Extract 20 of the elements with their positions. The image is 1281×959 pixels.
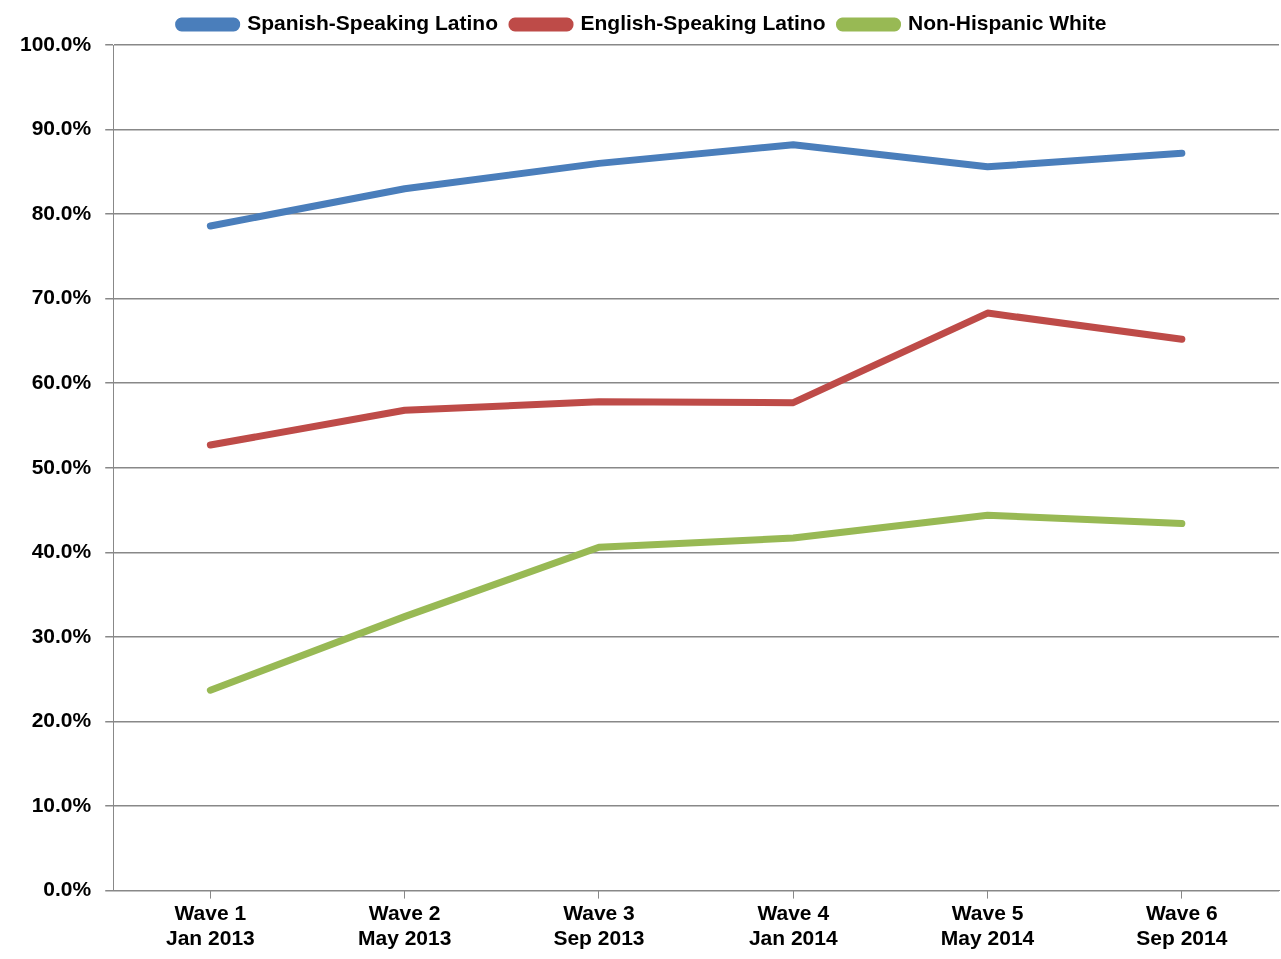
y-tick-label: 20.0%	[31, 708, 92, 732]
y-tick-label: 80.0%	[31, 200, 92, 224]
y-tick-label: 10.0%	[31, 792, 92, 816]
x-tick-label: Wave 6 Sep 2014	[1136, 901, 1228, 950]
y-tick-label: 70.0%	[31, 285, 92, 309]
x-tick-label: Wave 4 Jan 2014	[748, 901, 838, 950]
legend-label: Non-Hispanic White	[908, 11, 1107, 35]
x-tick-label: Wave 5 May 2014	[940, 901, 1035, 950]
y-tick-label: 0.0%	[43, 877, 92, 901]
x-tick-label: Wave 1 Jan 2013	[166, 901, 255, 950]
legend-label: English-Speaking Latino	[580, 11, 826, 35]
y-tick-label: 30.0%	[31, 623, 92, 647]
y-tick-label: 100.0%	[19, 31, 92, 55]
x-tick-label: Wave 3 Sep 2013	[553, 901, 645, 950]
y-tick-label: 60.0%	[31, 370, 92, 394]
x-tick-label: Wave 2 May 2013	[357, 901, 452, 950]
y-tick-label: 40.0%	[31, 539, 92, 563]
y-tick-label: 50.0%	[31, 454, 92, 478]
legend-label: Spanish-Speaking Latino	[247, 11, 499, 35]
y-tick-label: 90.0%	[31, 116, 92, 140]
